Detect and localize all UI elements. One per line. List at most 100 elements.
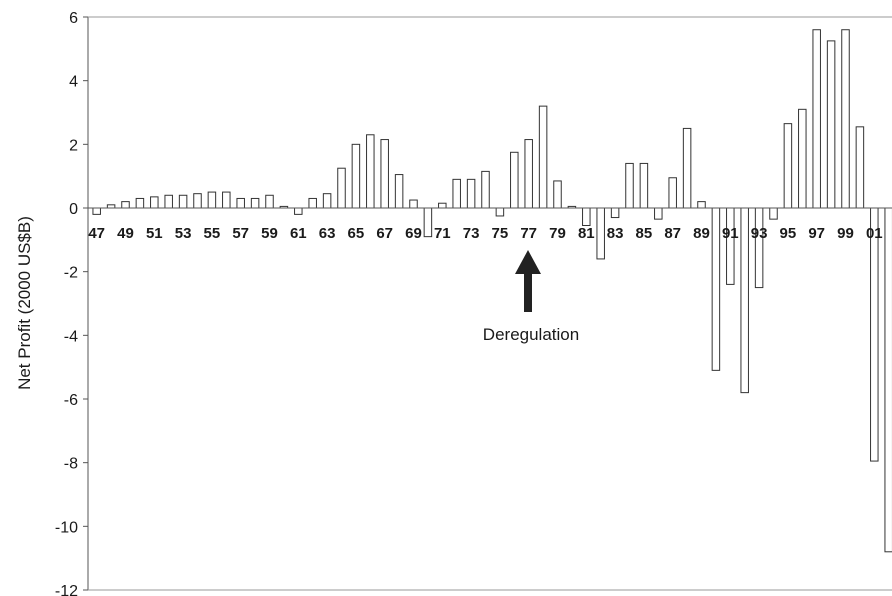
y-tick-label: -12	[55, 583, 78, 596]
bar-62	[308, 197, 317, 209]
x-tick-label: 75	[492, 225, 509, 242]
bar-01	[870, 207, 879, 462]
x-tick-label: 73	[463, 225, 480, 242]
x-tick-label: 95	[780, 225, 797, 242]
bar-84	[625, 162, 634, 209]
bar-51	[150, 196, 159, 209]
x-tick-label: 67	[376, 225, 393, 242]
x-tick-label: 89	[693, 225, 710, 242]
bar-95	[783, 123, 793, 209]
bar-57	[236, 197, 245, 209]
bar-91	[726, 207, 735, 285]
bar-47	[92, 207, 101, 215]
bar-87	[668, 177, 677, 209]
y-tick-label: 0	[69, 201, 78, 218]
bar-49	[121, 201, 130, 209]
y-tick-label: -4	[64, 328, 78, 345]
y-tick-label: -8	[64, 456, 78, 473]
x-tick-label: 99	[837, 225, 854, 242]
x-tick-label: 79	[549, 225, 566, 242]
bar-93	[754, 207, 764, 289]
bar-72	[452, 178, 461, 209]
bar-68	[394, 174, 404, 209]
x-tick-label: 01	[866, 225, 883, 242]
bar-61	[294, 207, 303, 215]
bars-group	[92, 29, 892, 553]
bar-81	[582, 207, 591, 227]
x-tick-label: 47	[88, 225, 105, 242]
x-tick-label: 59	[261, 225, 278, 242]
bar-94	[769, 207, 778, 220]
y-tick-label: -2	[64, 265, 78, 282]
bar-53	[178, 194, 188, 209]
bar-52	[164, 194, 173, 209]
y-tick-label: 6	[69, 10, 78, 27]
bar-77	[524, 139, 533, 209]
deregulation-annotation: Deregulation	[483, 250, 579, 344]
x-tick-label: 55	[204, 225, 221, 242]
deregulation-arrow-icon	[515, 250, 541, 312]
x-tick-label: 85	[636, 225, 653, 242]
x-tick-label: 81	[578, 225, 595, 242]
x-tick-label: 53	[175, 225, 192, 242]
y-axis-label: Net Profit (2000 US$B)	[15, 216, 34, 390]
bar-55	[207, 191, 217, 209]
bar-78	[538, 105, 548, 209]
x-tick-label: 57	[232, 225, 249, 242]
x-tick-label: 65	[348, 225, 365, 242]
bar-86	[654, 207, 663, 220]
bar-59	[265, 194, 274, 209]
bar-76	[510, 151, 519, 209]
bar-74	[481, 170, 490, 209]
bar-71	[438, 202, 447, 209]
bar-97	[812, 29, 821, 209]
y-tick-label: -10	[55, 519, 78, 536]
x-tick-label: 49	[117, 225, 134, 242]
bar-73	[466, 178, 476, 209]
bar-64	[337, 167, 346, 209]
plot-area: 6 4 2 0 -2 -4 -6 -8 -10 -12 47 49 51 53 55 57 59 61 63 65 6…	[55, 10, 892, 596]
x-tick-label: 71	[434, 225, 451, 242]
bar-75	[495, 207, 505, 217]
bar-88	[682, 127, 692, 209]
x-tick-label: 83	[607, 225, 624, 242]
bar-96	[798, 108, 807, 209]
bar-63	[322, 193, 332, 209]
bar-67	[380, 139, 389, 209]
bar-82	[596, 207, 605, 260]
y-axis-ticks: 6 4 2 0 -2 -4 -6 -8 -10 -12	[55, 10, 88, 596]
annotation-label: Deregulation	[483, 325, 579, 344]
bar-70	[423, 207, 433, 238]
x-tick-label: 63	[319, 225, 336, 242]
bar-92	[740, 207, 749, 394]
bar-54	[193, 193, 202, 209]
x-tick-label: 69	[405, 225, 422, 242]
y-tick-label: 4	[69, 74, 78, 91]
bar-56	[222, 191, 231, 209]
x-tick-label: 51	[146, 225, 163, 242]
x-tick-label: 91	[722, 225, 739, 242]
bar-65	[351, 143, 361, 209]
x-tick-label: 87	[664, 225, 681, 242]
x-tick-label: 97	[808, 225, 825, 242]
bar-66	[366, 134, 375, 209]
bar-58	[250, 197, 260, 209]
bar-98	[826, 40, 836, 209]
bar-02	[884, 207, 892, 553]
x-axis-tick-labels: 47 49 51 53 55 57 59 61 63 65 67 69 71 73 75 77 79 81 83 85…	[88, 225, 883, 242]
x-tick-label: 61	[290, 225, 307, 242]
y-tick-label: 2	[69, 137, 78, 154]
bar-50	[135, 197, 145, 209]
y-tick-label: -6	[64, 392, 78, 409]
bar-83	[610, 207, 620, 219]
bar-99	[841, 29, 850, 209]
bar-85	[639, 162, 649, 209]
bar-89	[697, 201, 706, 209]
bar-69	[409, 199, 418, 209]
bar-00	[855, 126, 865, 209]
x-tick-label: 93	[751, 225, 768, 242]
bar-90	[711, 207, 721, 371]
bar-79	[553, 180, 562, 209]
x-tick-label: 77	[520, 225, 537, 242]
